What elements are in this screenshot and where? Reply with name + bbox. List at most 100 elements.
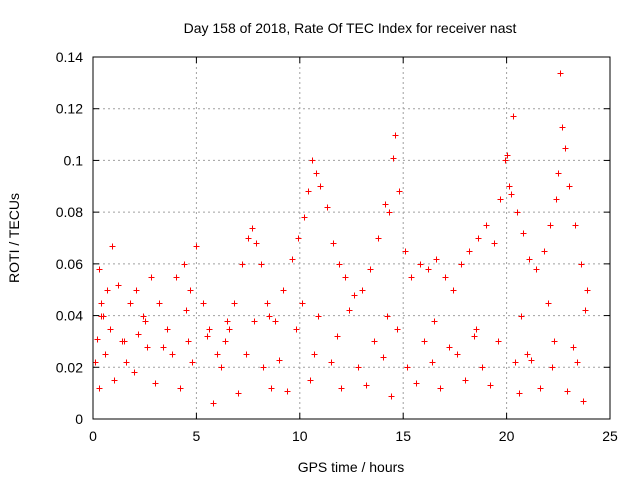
data-point (413, 380, 420, 387)
data-point (359, 287, 366, 294)
data-point (293, 326, 300, 333)
data-point (380, 354, 387, 361)
data-point (483, 222, 490, 229)
data-point (264, 300, 271, 307)
data-point (382, 201, 389, 208)
data-point (94, 336, 101, 343)
data-point (334, 333, 341, 340)
data-point (417, 261, 424, 268)
data-point (276, 357, 283, 364)
data-point (514, 209, 521, 216)
data-point (386, 209, 393, 216)
data-point (181, 261, 188, 268)
data-point (425, 266, 432, 273)
data-point (437, 385, 444, 392)
data-point (284, 388, 291, 395)
data-point (115, 282, 122, 289)
data-point (454, 351, 461, 358)
data-point (487, 382, 494, 389)
data-point (156, 300, 163, 307)
data-point (104, 287, 111, 294)
data-point (495, 338, 502, 345)
data-point (295, 235, 302, 242)
data-point (553, 196, 560, 203)
data-point (135, 331, 142, 338)
data-point (193, 243, 200, 250)
data-point (280, 287, 287, 294)
data-point (102, 351, 109, 358)
data-point (516, 390, 523, 397)
data-point (388, 393, 395, 400)
data-point (557, 70, 564, 77)
data-point (570, 344, 577, 351)
data-point (214, 351, 221, 358)
data-point (342, 274, 349, 281)
data-point (313, 170, 320, 177)
data-point (127, 300, 134, 307)
data-point (367, 266, 374, 273)
data-point (144, 344, 151, 351)
data-point (204, 333, 211, 340)
data-point (109, 243, 116, 250)
data-point (572, 222, 579, 229)
axis-ticks: 0 5 10 15 20 25 0 0.02 0.04 0.06 0.08 0.1 0.12 0.14 (56, 49, 618, 444)
x-tick-label: 15 (395, 428, 411, 444)
data-point (222, 338, 229, 345)
data-point (133, 287, 140, 294)
data-point (187, 287, 194, 294)
data-point (555, 170, 562, 177)
data-point (547, 222, 554, 229)
data-point (330, 240, 337, 247)
y-tick-label: 0.1 (64, 152, 84, 168)
data-point (142, 318, 149, 325)
data-point (164, 326, 171, 333)
data-point (551, 338, 558, 345)
data-point (520, 230, 527, 237)
data-point (533, 266, 540, 273)
y-tick-label: 0.02 (56, 359, 83, 375)
data-point (491, 240, 498, 247)
data-point (307, 377, 314, 384)
y-tick-label: 0.08 (56, 204, 83, 220)
data-point (462, 377, 469, 384)
data-point (524, 351, 531, 358)
data-point (231, 300, 238, 307)
data-point (206, 326, 213, 333)
data-point (251, 318, 258, 325)
data-point (578, 261, 585, 268)
data-point (512, 359, 519, 366)
data-point (119, 338, 126, 345)
data-point (305, 188, 312, 195)
data-point (289, 256, 296, 263)
data-point (107, 326, 114, 333)
data-point (239, 261, 246, 268)
data-point (404, 364, 411, 371)
data-point (272, 318, 279, 325)
x-axis-label: GPS time / hours (298, 459, 405, 475)
data-point (506, 183, 513, 190)
data-point (390, 155, 397, 162)
data-point (160, 344, 167, 351)
data-point (268, 385, 275, 392)
data-point (309, 157, 316, 164)
data-point (394, 326, 401, 333)
data-point (466, 248, 473, 255)
data-point (392, 132, 399, 139)
data-point (504, 152, 511, 159)
data-point (123, 359, 130, 366)
data-point (497, 196, 504, 203)
data-point (450, 287, 457, 294)
data-point (96, 266, 103, 273)
data-point (429, 359, 436, 366)
x-tick-label: 20 (499, 428, 515, 444)
data-point (185, 338, 192, 345)
plot-frame (92, 56, 611, 420)
data-point (338, 385, 345, 392)
data-point (518, 313, 525, 320)
data-point (311, 351, 318, 358)
data-point (140, 313, 147, 320)
data-point (218, 364, 225, 371)
data-point (243, 351, 250, 358)
data-point (458, 261, 465, 268)
